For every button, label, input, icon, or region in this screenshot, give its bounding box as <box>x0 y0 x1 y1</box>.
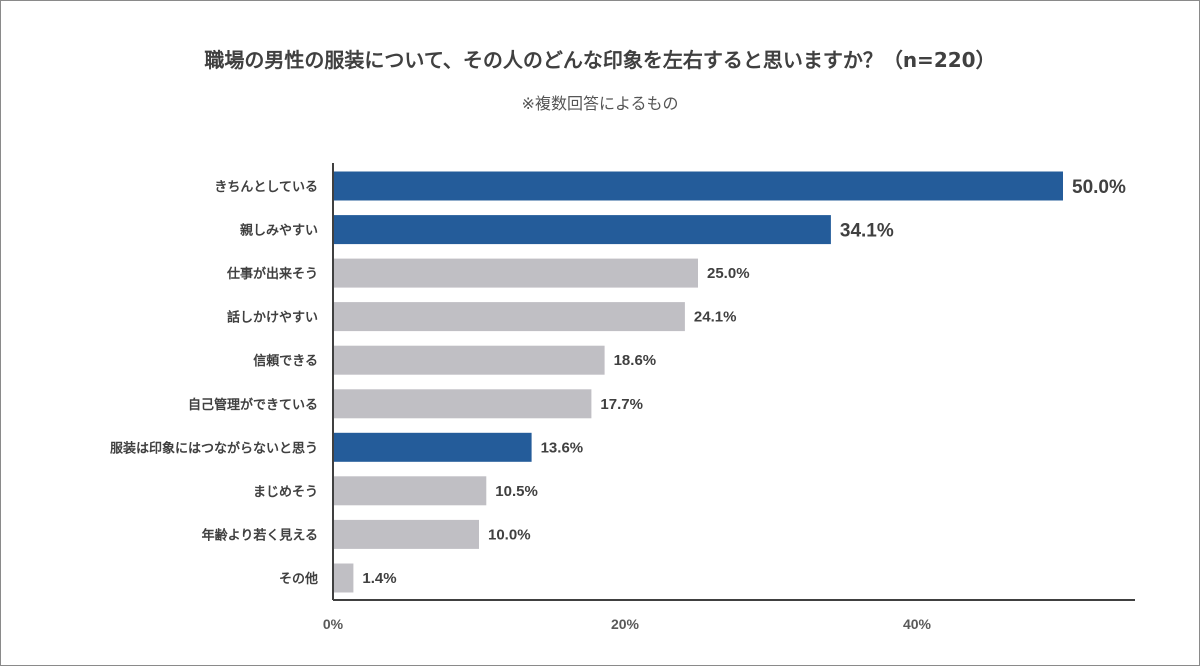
value-label: 34.1% <box>840 221 894 242</box>
category-label: 信頼できる <box>253 353 318 369</box>
category-label: きちんとしている <box>214 180 318 195</box>
value-label: 10.5% <box>495 483 538 500</box>
bar <box>333 432 532 462</box>
bar <box>333 389 592 419</box>
bar <box>333 519 479 549</box>
value-label: 17.7% <box>600 396 643 413</box>
category-label: 年齢より若く見える <box>202 527 318 543</box>
bar <box>333 171 1063 201</box>
bar <box>333 302 685 332</box>
chart-subtitle: ※複数回答によるもの <box>521 94 679 113</box>
bar <box>333 563 354 593</box>
value-label: 18.6% <box>614 352 657 369</box>
category-label: 親しみやすい <box>240 223 318 239</box>
category-label: 話しかけやすい <box>227 310 318 326</box>
bar <box>333 258 698 288</box>
value-label: 50.0% <box>1072 177 1126 198</box>
bar <box>333 345 605 375</box>
x-tick-label: 40% <box>903 616 932 632</box>
category-label: 仕事が出来そう <box>226 266 318 282</box>
category-label: その他 <box>279 571 318 587</box>
category-label: まじめそう <box>253 485 318 500</box>
value-label: 25.0% <box>707 265 750 282</box>
chart-title: 職場の男性の服装について、その人のどんな印象を左右すると思いますか？（n=220… <box>204 48 996 72</box>
value-label: 13.6% <box>541 439 584 456</box>
category-label: 服装は印象にはつながらないと思う <box>110 440 318 456</box>
value-label: 24.1% <box>694 309 737 326</box>
bar <box>333 476 487 506</box>
x-tick-label: 0% <box>323 616 344 632</box>
bar <box>333 215 831 245</box>
category-label: 自己管理ができている <box>188 397 318 413</box>
value-label: 10.0% <box>488 526 531 543</box>
x-tick-label: 20% <box>611 616 640 632</box>
value-label: 1.4% <box>362 570 396 587</box>
